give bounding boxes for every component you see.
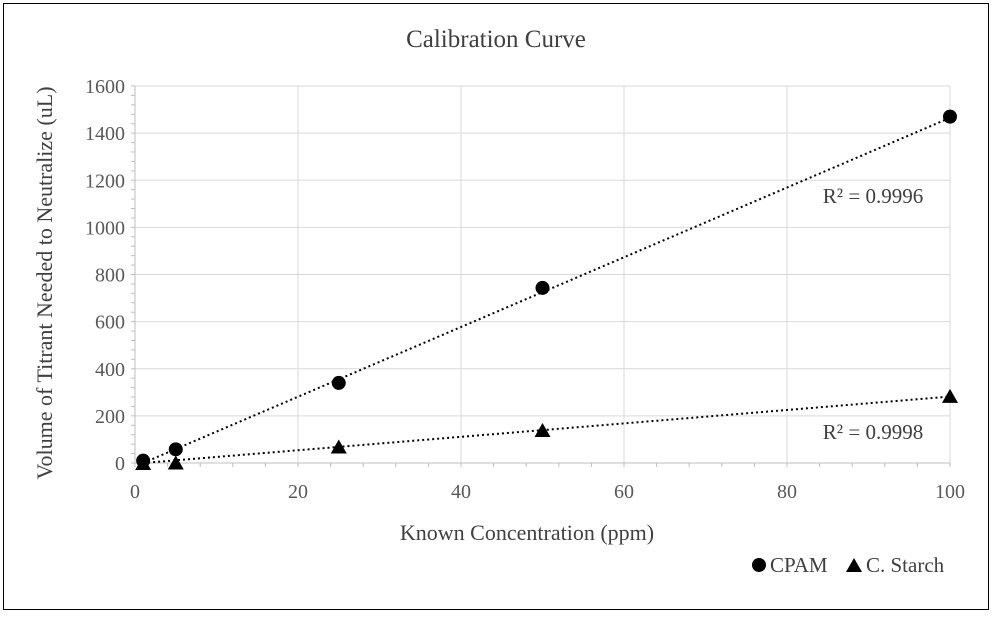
trendline-series-0 — [142, 116, 951, 464]
legend-marker-starch-triangle-icon — [846, 558, 862, 572]
y-tick-label-600: 600 — [95, 312, 125, 334]
chart-title: Calibration Curve — [406, 26, 586, 53]
y-tick-label-400: 400 — [95, 359, 125, 381]
x-tick-label-60: 60 — [614, 481, 634, 503]
legend-marker-cpam-circle-icon — [752, 558, 766, 572]
x-tick-label-80: 80 — [777, 481, 797, 503]
data-point-series-1-4 — [942, 388, 958, 403]
y-axis-label: Volume of Titrant Needed to Neutralize (… — [32, 86, 57, 479]
y-tick-label-1000: 1000 — [85, 217, 125, 239]
r2-label-cpam: R² = 0.9996 — [823, 184, 923, 208]
legend: CPAM C. Starch — [752, 553, 945, 577]
y-tick-label-800: 800 — [95, 265, 125, 287]
y-tick-label-200: 200 — [95, 406, 125, 428]
data-point-series-0-3 — [535, 280, 550, 295]
data-point-series-0-1 — [168, 442, 183, 457]
x-tick-label-0: 0 — [130, 481, 140, 503]
y-tick-label-1200: 1200 — [85, 170, 125, 192]
x-tick-label-20: 20 — [288, 481, 308, 503]
data-point-series-0-4 — [943, 109, 957, 124]
legend-label-cpam: CPAM — [770, 553, 828, 577]
data-point-series-1-1 — [167, 455, 184, 470]
y-tick-label-1400: 1400 — [85, 123, 125, 145]
x-axis-label: Known Concentration (ppm) — [400, 520, 654, 545]
y-tick-label-0: 0 — [115, 453, 125, 475]
axis-layer: 0 200 400 600 800 1000 1200 1400 1600 0 20 40 60 80 10… — [85, 76, 965, 503]
x-tick-label-40: 40 — [451, 481, 471, 503]
x-tick-label-100: 100 — [935, 481, 965, 503]
trendline-layer — [142, 116, 951, 464]
data-point-layer — [135, 109, 958, 470]
r2-label-starch: R² = 0.9998 — [823, 420, 923, 444]
chart-border — [3, 3, 989, 610]
legend-label-starch: C. Starch — [866, 553, 945, 577]
data-point-series-0-2 — [331, 375, 346, 390]
data-point-series-1-2 — [330, 439, 347, 454]
data-point-series-1-0 — [135, 456, 152, 470]
y-tick-label-1600: 1600 — [85, 76, 125, 98]
data-point-series-1-3 — [534, 423, 551, 438]
